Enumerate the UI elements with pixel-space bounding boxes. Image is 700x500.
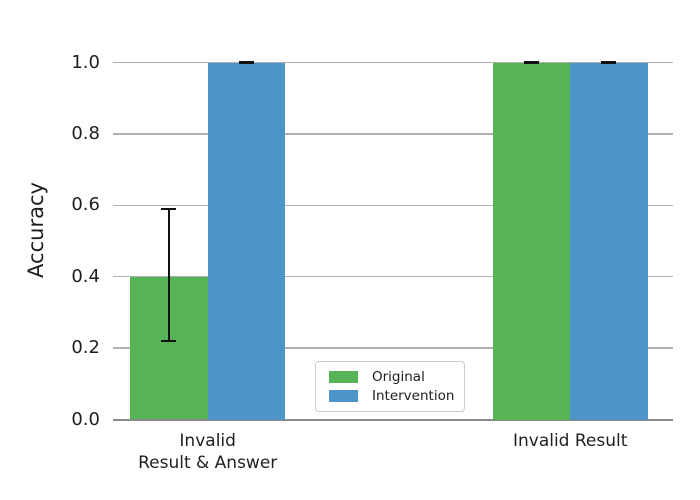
- gridline: [113, 204, 673, 206]
- error-bar-cap: [161, 339, 177, 343]
- y-tick-label: 0.8: [71, 122, 100, 144]
- legend-label-original: Original: [372, 369, 425, 386]
- error-bar-line: [167, 208, 171, 341]
- error-bar-cap: [161, 207, 177, 211]
- y-tick-label: 0.6: [71, 194, 100, 216]
- x-tick-label-group1: Invalid Result & Answer: [138, 430, 278, 473]
- bar-intervention-group1: [207, 62, 286, 420]
- error-bar-cap: [523, 61, 539, 64]
- x-axis-line: [113, 418, 673, 421]
- y-tick-label: 0.4: [71, 265, 100, 287]
- x-tick-label-group2: Invalid Result: [512, 430, 628, 451]
- y-tick-label: 1.0: [71, 51, 100, 73]
- gridline: [113, 347, 673, 349]
- gridline: [113, 61, 673, 64]
- legend-label-intervention: Intervention: [372, 387, 455, 404]
- error-bar-cap: [601, 61, 617, 64]
- bar-intervention-group2: [570, 62, 648, 420]
- legend: Original Intervention: [315, 361, 465, 412]
- gridline: [113, 133, 673, 135]
- gridline: [113, 276, 673, 278]
- legend-swatch-original: [329, 371, 358, 384]
- legend-item-original: Original: [324, 368, 456, 387]
- legend-swatch-intervention: [329, 389, 358, 402]
- error-bar-cap: [238, 61, 254, 64]
- legend-item-intervention: Intervention: [324, 387, 456, 406]
- bar-original-group2: [492, 62, 571, 420]
- y-tick-label: 0.2: [71, 337, 100, 359]
- plot-area: [113, 42, 673, 421]
- y-tick-label: 0.0: [71, 408, 100, 430]
